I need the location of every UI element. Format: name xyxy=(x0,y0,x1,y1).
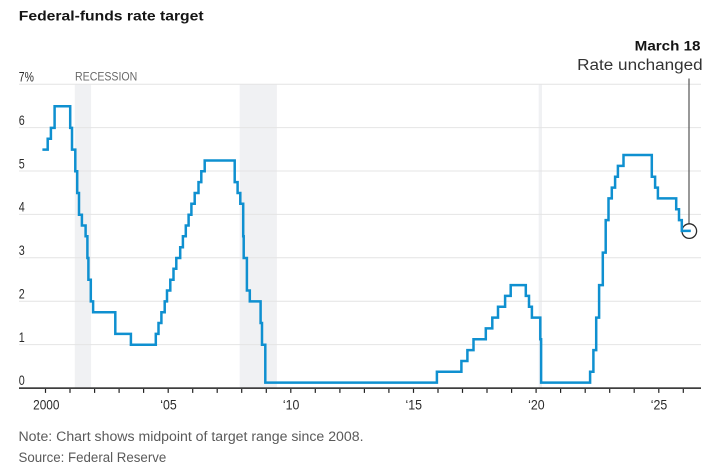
svg-text:‘05: ‘05 xyxy=(160,397,177,413)
svg-text:‘20: ‘20 xyxy=(528,397,545,413)
svg-text:2000: 2000 xyxy=(33,397,59,413)
svg-text:Rate unchanged: Rate unchanged xyxy=(577,57,703,74)
svg-text:March 18: March 18 xyxy=(635,39,701,54)
svg-text:0: 0 xyxy=(19,373,25,388)
svg-text:6: 6 xyxy=(19,113,25,128)
svg-text:1: 1 xyxy=(19,330,25,345)
svg-text:Note: Chart shows midpoint of: Note: Chart shows midpoint of target ran… xyxy=(19,429,364,445)
svg-text:‘25: ‘25 xyxy=(651,397,668,413)
svg-text:Federal-funds rate target: Federal-funds rate target xyxy=(19,7,204,23)
svg-text:3: 3 xyxy=(19,243,25,258)
svg-text:7%: 7% xyxy=(19,70,34,85)
svg-text:Source: Federal Reserve: Source: Federal Reserve xyxy=(19,450,167,466)
svg-text:‘15: ‘15 xyxy=(406,397,423,413)
svg-text:5: 5 xyxy=(19,156,25,171)
svg-text:4: 4 xyxy=(19,200,25,215)
svg-text:2: 2 xyxy=(19,287,25,302)
svg-text:RECESSION: RECESSION xyxy=(75,70,137,84)
svg-text:‘10: ‘10 xyxy=(283,397,300,413)
